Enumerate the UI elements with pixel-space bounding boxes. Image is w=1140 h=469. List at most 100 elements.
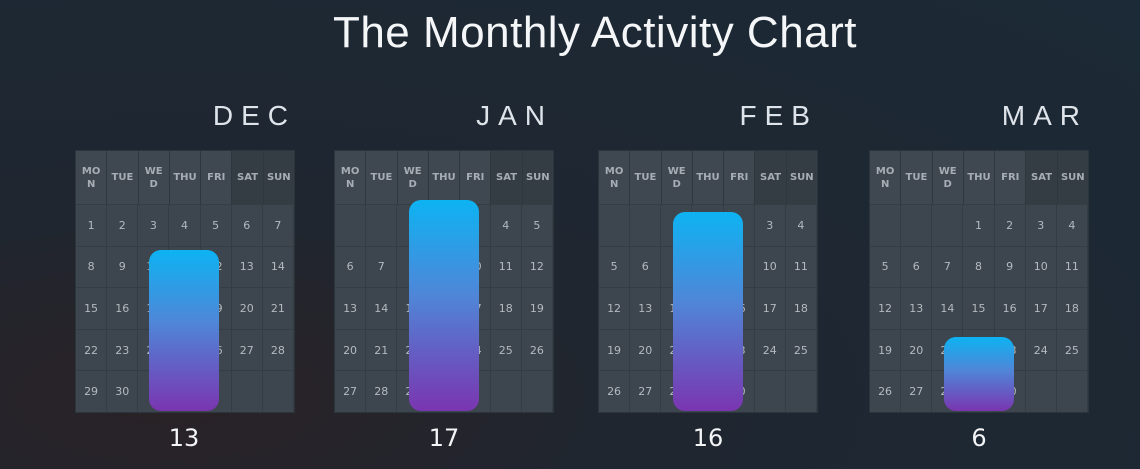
calendar-day: 5	[200, 204, 232, 246]
calendar-day: 12	[521, 245, 553, 288]
weekday-header-wed: WED	[139, 151, 170, 204]
calendar-day: 24	[1025, 328, 1057, 371]
calendar-day: 5	[870, 245, 902, 288]
calendar-day: 7	[932, 245, 964, 288]
calendar-day	[262, 370, 294, 412]
value-label-mar: 6	[971, 424, 987, 452]
bar-jan	[409, 200, 479, 411]
calendar-day: 4	[785, 204, 817, 246]
calendar-day: 27	[335, 370, 367, 412]
weekday-header-sat: SAT	[755, 151, 787, 204]
weekday-header-mon: MON	[76, 151, 108, 204]
calendar-day: 9	[107, 245, 139, 288]
calendar-day: 8	[963, 245, 995, 288]
calendar-day: 14	[366, 287, 398, 329]
calendar-day: 4	[490, 204, 522, 246]
calendar-day: 21	[366, 328, 398, 371]
calendar-day: 20	[630, 328, 662, 371]
weekday-header-mon: MON	[599, 151, 631, 204]
calendar-day: 1	[963, 204, 995, 246]
calendar-day: 6	[630, 245, 662, 288]
calendar-day: 19	[599, 328, 631, 371]
month-label-feb: FEB	[739, 100, 818, 131]
weekday-header-fri: FRI	[995, 151, 1027, 204]
calendar-day: 24	[754, 328, 786, 371]
calendar-day: 30	[107, 370, 139, 412]
bar-dec	[149, 250, 219, 411]
weekday-header-sat: SAT	[232, 151, 264, 204]
weekday-header-sat: SAT	[491, 151, 523, 204]
calendar-day: 23	[107, 328, 139, 371]
calendar-day: 25	[490, 328, 522, 371]
calendar-day	[932, 204, 964, 246]
calendar-day: 17	[754, 287, 786, 329]
calendar-day	[231, 370, 263, 412]
calendar-day: 20	[901, 328, 933, 371]
month-label-dec: DEC	[212, 100, 296, 131]
calendar-day	[599, 204, 631, 246]
calendar-day: 28	[262, 328, 294, 371]
weekday-header-mon: MON	[870, 151, 902, 204]
calendar-day: 27	[901, 370, 933, 412]
calendar-day	[1025, 370, 1057, 412]
calendar-day	[335, 204, 367, 246]
calendar-day: 14	[262, 245, 294, 288]
value-label-jan: 17	[428, 424, 460, 452]
calendar-day: 4	[169, 204, 201, 246]
weekday-header-fri: FRI	[201, 151, 233, 204]
calendar-day: 26	[521, 328, 553, 371]
weekday-header-mon: MON	[335, 151, 367, 204]
calendar-day: 18	[490, 287, 522, 329]
calendar-day	[1056, 370, 1088, 412]
calendar-day: 2	[994, 204, 1026, 246]
calendar-day: 13	[231, 245, 263, 288]
calendar-day: 28	[366, 370, 398, 412]
calendar-day: 6	[901, 245, 933, 288]
weekday-header-tue: TUE	[630, 151, 662, 204]
calendar-day: 13	[901, 287, 933, 329]
bar-feb	[673, 212, 743, 411]
weekday-header-thu: THU	[964, 151, 996, 204]
calendar-day: 8	[76, 245, 108, 288]
month-label-jan: JAN	[476, 100, 553, 131]
calendar-day: 12	[870, 287, 902, 329]
calendar-day: 7	[366, 245, 398, 288]
calendar-day: 11	[490, 245, 522, 288]
calendar-day	[630, 204, 662, 246]
calendar-day: 4	[1056, 204, 1088, 246]
calendar-day: 27	[231, 328, 263, 371]
calendar-day	[870, 204, 902, 246]
weekday-header-sat: SAT	[1026, 151, 1058, 204]
value-label-feb: 16	[692, 424, 724, 452]
weekday-header-tue: TUE	[107, 151, 139, 204]
calendar-day: 25	[1056, 328, 1088, 371]
weekday-header-thu: THU	[170, 151, 202, 204]
calendar-day: 7	[262, 204, 294, 246]
calendar-day: 13	[630, 287, 662, 329]
weekday-header-fri: FRI	[724, 151, 756, 204]
calendar-day: 26	[870, 370, 902, 412]
calendar-day	[521, 370, 553, 412]
weekday-header-wed: WED	[662, 151, 693, 204]
calendar-day: 11	[1056, 245, 1088, 288]
calendar-day: 5	[599, 245, 631, 288]
calendar-day: 18	[785, 287, 817, 329]
calendar-day: 14	[932, 287, 964, 329]
weekday-header-sun: SUN	[522, 151, 553, 204]
bar-mar	[944, 337, 1014, 411]
calendar-day: 19	[521, 287, 553, 329]
calendar-day: 11	[785, 245, 817, 288]
calendar-day: 15	[76, 287, 108, 329]
calendar-day: 16	[994, 287, 1026, 329]
weekday-header-wed: WED	[933, 151, 964, 204]
calendar-day: 5	[521, 204, 553, 246]
calendar-day: 29	[76, 370, 108, 412]
calendar-day: 9	[994, 245, 1026, 288]
calendar-day: 19	[870, 328, 902, 371]
calendar-day: 27	[630, 370, 662, 412]
weekday-header-sun: SUN	[1057, 151, 1088, 204]
calendar-day: 15	[963, 287, 995, 329]
calendar-day: 2	[107, 204, 139, 246]
weekday-header-tue: TUE	[901, 151, 933, 204]
calendar-day: 21	[262, 287, 294, 329]
